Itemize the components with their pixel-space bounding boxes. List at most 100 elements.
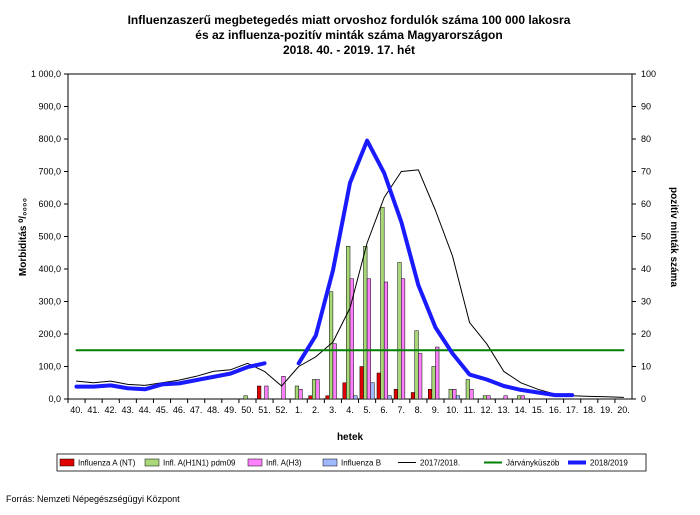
y-right-tick-label: 100 xyxy=(641,69,656,79)
legend-label: 2018/2019 xyxy=(590,459,628,468)
y-right-tick-label: 90 xyxy=(641,102,651,112)
legend-label: Infl. A(H3) xyxy=(266,459,302,468)
x-tick-label: 3. xyxy=(329,405,337,415)
y-right-tick-label: 50 xyxy=(641,232,651,242)
bar xyxy=(311,379,317,400)
bar xyxy=(428,389,433,400)
y-right-tick-label: 80 xyxy=(641,134,651,144)
bar xyxy=(465,379,470,400)
series-line xyxy=(296,138,575,398)
bar xyxy=(353,395,358,400)
bar xyxy=(452,389,457,400)
legend-box xyxy=(56,453,647,472)
bar xyxy=(243,395,248,400)
bar xyxy=(298,389,303,400)
bar xyxy=(257,385,262,400)
legend-label: Influenza B xyxy=(341,459,381,468)
bar xyxy=(431,366,436,400)
y-right-tick-label: 70 xyxy=(641,167,651,177)
chart-title-line-2: és az influenza-pozitív minták száma Mag… xyxy=(195,28,502,42)
source-note: Forrás: Nemzeti Népegészségügyi Központ xyxy=(6,494,180,504)
x-tick-label: 9. xyxy=(432,405,440,415)
bar xyxy=(342,382,347,400)
bar xyxy=(376,372,381,400)
bar xyxy=(401,278,406,400)
x-tick-label: 45. xyxy=(156,405,169,415)
y-right-tick-label: 10 xyxy=(641,362,651,372)
bar xyxy=(363,246,368,400)
y-right-tick-label: 30 xyxy=(641,297,651,307)
legend-label: Influenza A (NT) xyxy=(78,459,136,468)
bar xyxy=(383,281,389,400)
x-axis-label: hetek xyxy=(337,432,364,443)
x-tick-label: 40. xyxy=(70,405,83,415)
chart-title: Influenzaszerű megbetegedés miatt orvosh… xyxy=(128,13,571,57)
bar xyxy=(469,389,474,400)
x-tick-label: 42. xyxy=(104,405,117,415)
x-tick-label: 1. xyxy=(295,405,303,415)
bar xyxy=(435,346,440,400)
x-tick-label: 51. xyxy=(258,405,271,415)
x-tick-label: 48. xyxy=(207,405,220,415)
x-tick-label: 44. xyxy=(139,405,152,415)
y-left-tick-label: 100,0 xyxy=(38,362,61,372)
bar xyxy=(410,392,416,400)
x-tick-label: 18. xyxy=(583,405,596,415)
bar xyxy=(325,395,330,400)
bar xyxy=(517,395,522,400)
legend-label: 2017/2018. xyxy=(420,459,460,468)
chart-title-line-3: 2018. 40. - 2019. 17. hét xyxy=(283,43,415,57)
bar xyxy=(281,376,286,400)
bar xyxy=(370,382,375,400)
bar xyxy=(315,379,320,400)
x-tick-label: 49. xyxy=(224,405,237,415)
x-tick-label: 5. xyxy=(363,405,371,415)
x-tick-label: 41. xyxy=(87,405,100,415)
y-left-tick-label: 200,0 xyxy=(38,329,61,339)
y-left-tick-label: 0,0 xyxy=(48,394,61,404)
y-left-tick-label: 1 000,0 xyxy=(31,69,61,79)
y-right-tick-label: 60 xyxy=(641,199,651,209)
y-left-tick-label: 800,0 xyxy=(38,134,61,144)
bar xyxy=(520,395,525,400)
bar xyxy=(264,385,269,400)
bar xyxy=(503,395,508,400)
x-tick-label: 43. xyxy=(122,405,135,415)
bar xyxy=(346,246,351,400)
bar xyxy=(455,395,460,400)
bar xyxy=(414,330,419,400)
legend-label: Járványküszöb xyxy=(506,459,560,468)
y-axis-right-label: pozitív minták száma xyxy=(668,187,679,287)
bar xyxy=(397,262,402,400)
bar xyxy=(418,353,423,400)
legend-swatch xyxy=(322,458,338,467)
x-tick-label: 10. xyxy=(446,405,459,415)
y-left-tick-label: 400,0 xyxy=(38,264,61,274)
bar xyxy=(294,385,299,400)
y-right-tick-label: 40 xyxy=(641,264,651,274)
x-tick-label: 46. xyxy=(173,405,186,415)
x-tick-label: 17. xyxy=(566,405,579,415)
x-tick-label: 7. xyxy=(398,405,406,415)
bar xyxy=(366,278,371,400)
legend: Influenza A (NT) Infl. A(H1N1) pdm09 Infl.… xyxy=(56,453,647,472)
x-tick-label: 16. xyxy=(549,405,562,415)
y-axis-left-label: Morbiditás ⁰/₀₀₀₀ xyxy=(18,198,29,276)
x-tick-label: 14. xyxy=(515,405,528,415)
bar xyxy=(332,343,337,400)
bar xyxy=(349,278,354,400)
x-tick-label: 15. xyxy=(532,405,545,415)
x-tick-label: 12. xyxy=(480,405,493,415)
x-tick-label: 2. xyxy=(312,405,320,415)
legend-swatch xyxy=(59,458,75,467)
y-left-tick-label: 300,0 xyxy=(38,297,61,307)
series-line xyxy=(76,169,624,398)
x-tick-label: 6. xyxy=(380,405,388,415)
y-left-tick-label: 600,0 xyxy=(38,199,61,209)
bar xyxy=(486,395,491,400)
x-tick-label: 19. xyxy=(600,405,613,415)
x-tick-label: 52. xyxy=(275,405,288,415)
x-tick-label: 47. xyxy=(190,405,203,415)
x-tick-label: 50. xyxy=(241,405,254,415)
legend-swatch xyxy=(144,458,160,467)
